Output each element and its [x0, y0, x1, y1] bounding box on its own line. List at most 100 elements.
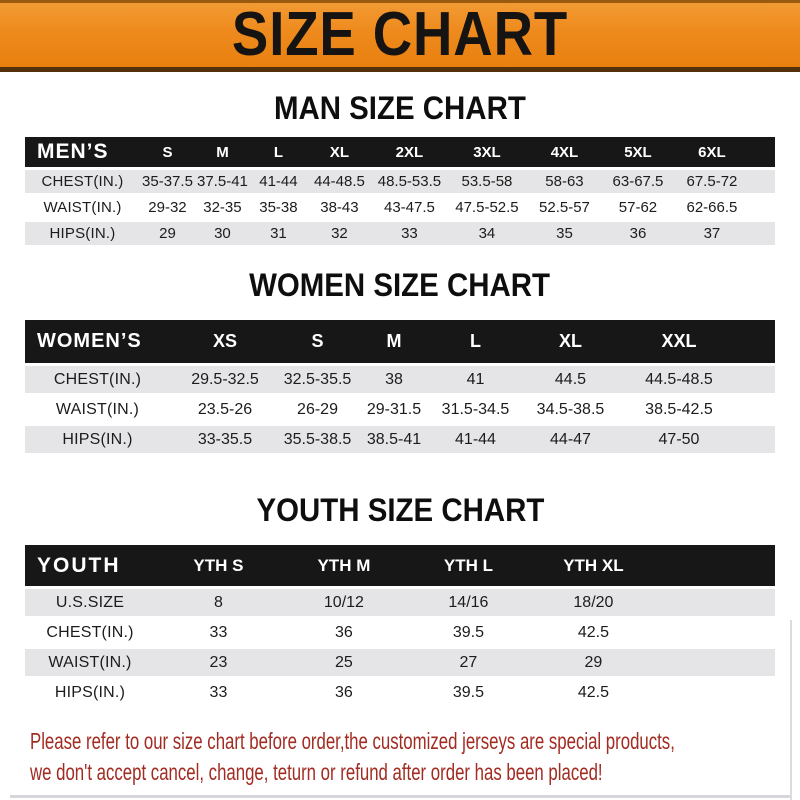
table-row: HIPS(IN.) 29 30 31 32 33 34 35 36 37 — [25, 219, 775, 245]
filler-cell — [749, 193, 775, 219]
size-cell: 32 — [306, 219, 372, 245]
size-cell: 39.5 — [405, 676, 531, 706]
size-cell: 23 — [154, 646, 282, 676]
men-size-section: MAN SIZE CHART MEN’S S M L XL 2XL 3XL 4XL 5XL 6XL… — [0, 92, 800, 245]
filler-cell — [655, 545, 775, 586]
table-row: U.S.SIZE 8 10/12 14/16 18/20 — [25, 586, 775, 616]
size-cell: 52.5-57 — [526, 193, 602, 219]
row-label: HIPS(IN.) — [25, 219, 140, 245]
column-header: L — [249, 137, 307, 167]
table-corner-label: MEN’S — [25, 137, 140, 167]
table-corner-label: YOUTH — [25, 545, 155, 586]
size-cell: 23.5-26 — [169, 393, 281, 423]
size-cell: 47-50 — [622, 423, 735, 453]
size-cell: 10/12 — [281, 586, 406, 616]
column-header: M — [194, 137, 250, 167]
size-cell: 31 — [249, 219, 307, 245]
footer-note: Please refer to our size chart before or… — [30, 726, 800, 788]
size-cell: 37.5-41 — [194, 167, 250, 193]
row-label: HIPS(IN.) — [25, 676, 155, 706]
size-cell: 35.5-38.5 — [280, 423, 356, 453]
column-header: XL — [517, 320, 623, 363]
size-cell: 48.5-53.5 — [371, 167, 447, 193]
filler-cell — [734, 423, 775, 453]
size-cell: 53.5-58 — [446, 167, 527, 193]
size-cell: 57-62 — [601, 193, 674, 219]
column-header: 4XL — [526, 137, 602, 167]
size-cell: 29-32 — [139, 193, 195, 219]
size-cell: 34.5-38.5 — [517, 393, 623, 423]
column-header: YTH M — [281, 545, 406, 586]
filler-cell — [749, 219, 775, 245]
size-cell: 47.5-52.5 — [446, 193, 527, 219]
women-size-section: WOMEN SIZE CHART WOMEN’S XS S M L XL XXL CHEST(… — [0, 269, 800, 453]
table-corner-label: WOMEN’S — [25, 320, 170, 363]
size-cell: 35 — [526, 219, 602, 245]
size-cell: 33 — [154, 676, 282, 706]
filler-cell — [734, 393, 775, 423]
table-row: HIPS(IN.) 33-35.5 35.5-38.5 38.5-41 41-44 44-… — [25, 423, 775, 453]
size-cell: 38 — [355, 363, 433, 393]
size-cell: 26-29 — [280, 393, 356, 423]
column-header: S — [139, 137, 195, 167]
size-cell: 14/16 — [405, 586, 531, 616]
size-cell: 25 — [281, 646, 406, 676]
banner-title: SIZE CHART — [231, 0, 569, 69]
size-cell: 44-48.5 — [306, 167, 372, 193]
size-cell: 29 — [139, 219, 195, 245]
filler-cell — [655, 616, 775, 646]
filler-cell — [655, 646, 775, 676]
size-cell: 38.5-41 — [355, 423, 433, 453]
table-row: CHEST(IN.) 33 36 39.5 42.5 — [25, 616, 775, 646]
row-label: WAIST(IN.) — [25, 646, 155, 676]
row-label: CHEST(IN.) — [25, 167, 140, 193]
size-cell: 38-43 — [306, 193, 372, 219]
size-cell: 62-66.5 — [673, 193, 750, 219]
table-row: CHEST(IN.) 29.5-32.5 32.5-35.5 38 41 44.5 44.5… — [25, 363, 775, 393]
row-label: CHEST(IN.) — [25, 363, 170, 393]
size-cell: 38.5-42.5 — [622, 393, 735, 423]
men-size-table: MEN’S S M L XL 2XL 3XL 4XL 5XL 6XL CHEST(IN.) 35-37… — [25, 137, 775, 245]
row-label: HIPS(IN.) — [25, 423, 170, 453]
column-header: S — [280, 320, 356, 363]
table-row: WAIST(IN.) 23.5-26 26-29 29-31.5 31.5-34.5 34… — [25, 393, 775, 423]
column-header: M — [355, 320, 433, 363]
size-cell: 42.5 — [530, 616, 656, 646]
youth-size-table: YOUTH YTH S YTH M YTH L YTH XL U.S.SIZE 8 10/12… — [25, 545, 775, 706]
size-cell: 8 — [154, 586, 282, 616]
size-cell: 63-67.5 — [601, 167, 674, 193]
filler-cell — [749, 137, 775, 167]
column-header: YTH S — [154, 545, 282, 586]
size-cell: 30 — [194, 219, 250, 245]
size-cell: 31.5-34.5 — [433, 393, 518, 423]
table-header-row: MEN’S S M L XL 2XL 3XL 4XL 5XL 6XL — [25, 137, 775, 167]
men-section-heading: MAN SIZE CHART — [274, 89, 526, 127]
column-header: XL — [306, 137, 372, 167]
size-cell: 36 — [281, 676, 406, 706]
column-header: 5XL — [601, 137, 674, 167]
column-header: 2XL — [371, 137, 447, 167]
column-header: YTH L — [405, 545, 531, 586]
filler-cell — [734, 363, 775, 393]
filler-cell — [655, 586, 775, 616]
women-size-table: WOMEN’S XS S M L XL XXL CHEST(IN.) 29.5-32.5 32.5… — [25, 320, 775, 453]
footer-note-line2: we don't accept cancel, change, teturn o… — [30, 759, 603, 785]
filler-cell — [749, 167, 775, 193]
column-header: L — [433, 320, 518, 363]
size-cell: 33 — [154, 616, 282, 646]
scan-edge-line — [790, 620, 792, 800]
size-cell: 33-35.5 — [169, 423, 281, 453]
size-cell: 29.5-32.5 — [169, 363, 281, 393]
column-header: XS — [169, 320, 281, 363]
scan-bottom-strip — [10, 795, 790, 798]
size-cell: 29-31.5 — [355, 393, 433, 423]
row-label: U.S.SIZE — [25, 586, 155, 616]
women-section-heading: WOMEN SIZE CHART — [249, 266, 551, 304]
size-cell: 27 — [405, 646, 531, 676]
size-cell: 41-44 — [433, 423, 518, 453]
size-cell: 44.5 — [517, 363, 623, 393]
size-chart-banner: SIZE CHART — [0, 0, 800, 72]
footer-note-line1: Please refer to our size chart before or… — [30, 728, 675, 754]
filler-cell — [655, 676, 775, 706]
size-cell: 67.5-72 — [673, 167, 750, 193]
